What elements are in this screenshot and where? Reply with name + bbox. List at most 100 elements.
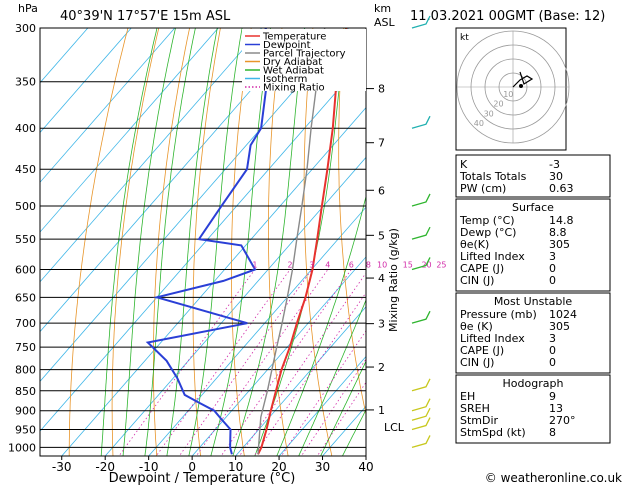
wet-adiabat-line bbox=[144, 28, 196, 456]
legend-label: Dry Adiabat bbox=[263, 57, 322, 68]
x-tick-label: 30 bbox=[315, 460, 330, 474]
surface-row-value: 305 bbox=[549, 238, 570, 251]
mixing-ratio-line bbox=[195, 269, 329, 456]
hodograph-table-row-key: SREH bbox=[460, 402, 490, 415]
surface-row-key: θe(K) bbox=[460, 238, 489, 251]
km-tick-label: 2 bbox=[378, 361, 385, 374]
legend-label: Temperature bbox=[262, 32, 326, 43]
wind-barb bbox=[411, 15, 431, 29]
table-box bbox=[455, 154, 611, 198]
pressure-tick-label: 850 bbox=[15, 385, 36, 398]
most-unstable-title: Most Unstable bbox=[494, 295, 573, 308]
wet-adiabat-line bbox=[298, 298, 366, 456]
index-row-value: 0.63 bbox=[549, 182, 574, 195]
dry-adiabat-line bbox=[303, 28, 333, 456]
hodograph-table-row-value: 8 bbox=[549, 426, 556, 439]
hodograph-table-row-value: 9 bbox=[549, 390, 556, 403]
isotherm-line bbox=[191, 256, 366, 456]
mixing-ratio-label: 2 bbox=[288, 260, 293, 269]
most-unstable-row-value: 1024 bbox=[549, 308, 577, 321]
surface-row-key: Dewp (°C) bbox=[460, 226, 516, 239]
x-tick-label: -10 bbox=[139, 460, 159, 474]
hodograph-table-row-key: StmDir bbox=[460, 414, 499, 427]
legend-label: Dewpoint bbox=[263, 40, 311, 51]
pressure-tick-label: 950 bbox=[15, 424, 36, 437]
x-tick-label: -30 bbox=[52, 460, 72, 474]
isotherm-line bbox=[235, 306, 366, 456]
datetime-title: 11.03.2021 00GMT (Base: 12) bbox=[410, 9, 605, 24]
table-box bbox=[455, 292, 611, 374]
hodograph-ring-label: 40 bbox=[474, 119, 484, 128]
dry-adiabat-line bbox=[619, 16, 629, 461]
dry-adiabat-line bbox=[268, 28, 289, 456]
surface-row-value: 3 bbox=[549, 250, 556, 263]
km-tick-label: 8 bbox=[378, 83, 385, 96]
series-temperature bbox=[257, 28, 348, 455]
isotherm-line bbox=[61, 107, 366, 456]
hodograph-table-title: Hodograph bbox=[503, 377, 564, 390]
hodograph-table-row-value: 13 bbox=[549, 402, 563, 415]
km-tick-label: 4 bbox=[378, 272, 385, 285]
legend-label: Isotherm bbox=[263, 74, 307, 85]
surface-row-key: CAPE (J) bbox=[460, 262, 504, 275]
pressure-tick-label: 800 bbox=[15, 364, 36, 377]
index-row-key: PW (cm) bbox=[460, 182, 506, 195]
pressure-tick-label: 1000 bbox=[8, 441, 36, 454]
legend-label: Mixing Ratio bbox=[263, 83, 325, 94]
units-hpa: hPa bbox=[18, 2, 38, 15]
mixing-ratio-line bbox=[155, 269, 291, 456]
most-unstable-row-value: 3 bbox=[549, 332, 556, 345]
most-unstable-row-key: θe (K) bbox=[460, 320, 493, 333]
wet-adiabat-line bbox=[320, 360, 366, 456]
pressure-tick-label: 300 bbox=[15, 22, 36, 35]
surface-title: Surface bbox=[512, 201, 554, 214]
series-parcel-trajectory bbox=[257, 28, 326, 455]
km-tick-label: 5 bbox=[378, 229, 385, 242]
wet-adiabat-line bbox=[188, 28, 243, 456]
hodograph-ring-label: 10 bbox=[503, 90, 513, 99]
isotherm-line bbox=[40, 28, 132, 134]
km-tick-label: 6 bbox=[378, 184, 385, 197]
wind-barb bbox=[411, 310, 431, 324]
hodograph-frame bbox=[455, 27, 567, 151]
x-tick-label: 40 bbox=[358, 460, 373, 474]
pressure-tick-label: 900 bbox=[15, 405, 36, 418]
mixing-ratio-label: 4 bbox=[325, 260, 330, 269]
isotherm-line bbox=[104, 156, 366, 456]
x-tick-label: 0 bbox=[188, 460, 196, 474]
mixing-ratio-line bbox=[118, 269, 256, 456]
wet-adiabat-line bbox=[210, 28, 272, 456]
mixing-ratio-label: 1 bbox=[252, 260, 257, 269]
wind-barb bbox=[411, 407, 431, 421]
x-tick-label: -20 bbox=[95, 460, 115, 474]
table-box bbox=[455, 198, 611, 292]
hodograph-table-row-key: StmSpd (kt) bbox=[460, 426, 526, 439]
units-km: km bbox=[374, 2, 391, 15]
storm-motion-dot bbox=[519, 84, 523, 88]
surface-row-value: 0 bbox=[549, 262, 556, 275]
km-tick-label: 7 bbox=[378, 137, 385, 150]
index-row-value: -3 bbox=[549, 158, 560, 171]
index-row-key: K bbox=[460, 158, 468, 171]
pressure-tick-label: 550 bbox=[15, 233, 36, 246]
hodograph-unit: kt bbox=[460, 33, 469, 43]
table-box bbox=[455, 374, 611, 444]
most-unstable-row-value: 305 bbox=[549, 320, 570, 333]
mixing-ratio-line bbox=[253, 292, 366, 456]
dry-adiabat-line bbox=[231, 28, 252, 456]
units-asl: ASL bbox=[374, 16, 396, 29]
mixing-ratio-label: 8 bbox=[366, 260, 371, 269]
isotherm-line bbox=[40, 28, 176, 183]
most-unstable-row-key: CAPE (J) bbox=[460, 344, 504, 357]
mixing-ratio-label: 3 bbox=[309, 260, 314, 269]
series-dewpoint bbox=[145, 28, 278, 455]
surface-row-key: Temp (°C) bbox=[459, 214, 515, 227]
surface-row-value: 8.8 bbox=[549, 226, 567, 239]
km-tick-label: 1 bbox=[378, 404, 385, 417]
mixing-ratio-label: 10 bbox=[377, 260, 387, 269]
copyright: © weatheronline.co.uk bbox=[485, 471, 622, 485]
isotherm-line bbox=[40, 28, 263, 283]
